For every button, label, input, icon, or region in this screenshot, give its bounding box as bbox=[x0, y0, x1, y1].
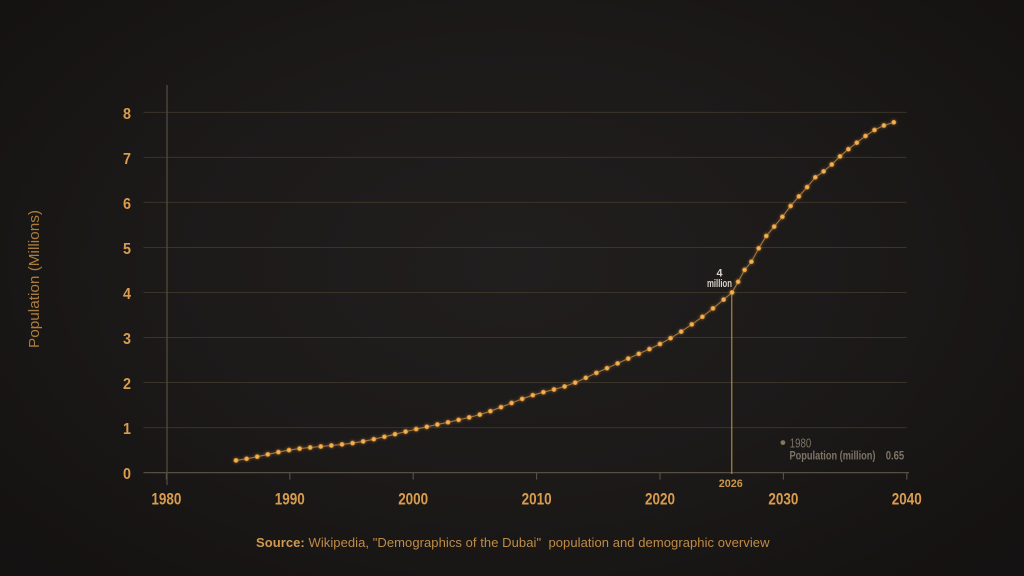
svg-text:6: 6 bbox=[123, 196, 131, 213]
svg-text:million: million bbox=[707, 278, 732, 290]
svg-text:2040: 2040 bbox=[892, 491, 922, 509]
svg-text:2020: 2020 bbox=[645, 491, 675, 509]
svg-text:0.65: 0.65 bbox=[886, 449, 905, 463]
svg-text:3: 3 bbox=[123, 331, 131, 348]
svg-text:1990: 1990 bbox=[275, 491, 305, 509]
svg-text:4: 4 bbox=[123, 286, 131, 303]
svg-text:Population (Millions): Population (Millions) bbox=[27, 210, 43, 348]
svg-text:1980: 1980 bbox=[790, 436, 812, 450]
svg-text:1980: 1980 bbox=[151, 491, 181, 509]
svg-text:2010: 2010 bbox=[522, 491, 552, 509]
svg-text:8: 8 bbox=[123, 106, 131, 123]
svg-text:1: 1 bbox=[123, 421, 131, 438]
svg-text:Source: Wikipedia, "Demographi: Source: Wikipedia, "Demographics of the … bbox=[256, 535, 770, 550]
svg-text:5: 5 bbox=[123, 241, 131, 258]
svg-text:2030: 2030 bbox=[768, 491, 798, 509]
svg-text:4: 4 bbox=[717, 268, 724, 280]
svg-text:2: 2 bbox=[123, 376, 131, 393]
svg-text:2026: 2026 bbox=[719, 478, 743, 490]
svg-text:0: 0 bbox=[123, 466, 131, 483]
svg-text:2000: 2000 bbox=[398, 491, 428, 509]
svg-text:Population (million): Population (million) bbox=[790, 449, 876, 463]
svg-text:7: 7 bbox=[123, 151, 131, 168]
